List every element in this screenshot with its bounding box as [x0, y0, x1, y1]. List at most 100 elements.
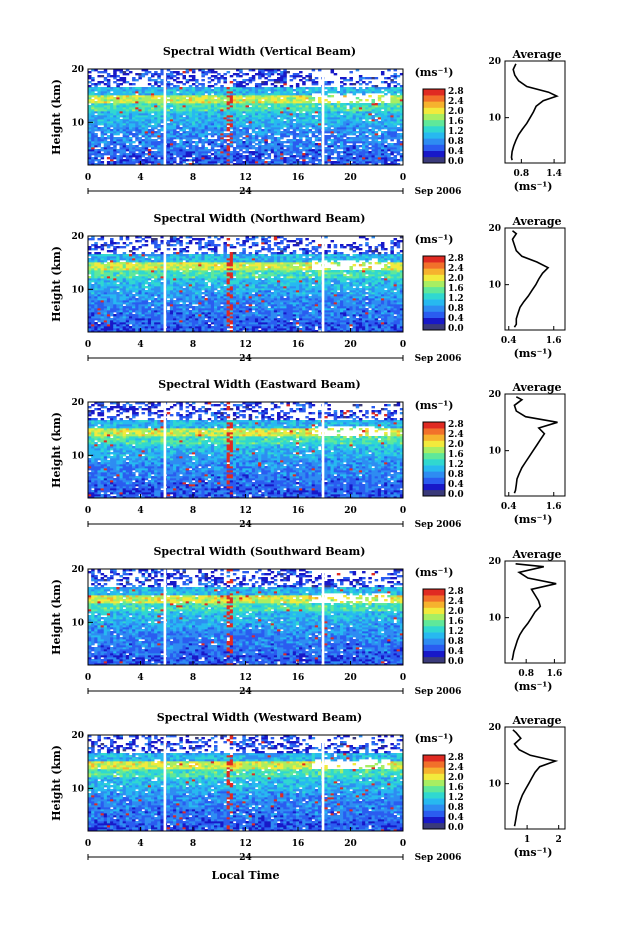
- heatmap-cell: [132, 101, 136, 103]
- heatmap-cell: [123, 107, 127, 109]
- heatmap-cell: [88, 93, 92, 95]
- heatmap-cell: [381, 123, 385, 125]
- heatmap-cell: [113, 314, 117, 316]
- heatmap-cell: [217, 137, 221, 139]
- heatmap-cell: [249, 93, 253, 95]
- heatmap-cell: [173, 105, 177, 107]
- heatmap-cell: [242, 73, 246, 75]
- heatmap-cell: [220, 123, 224, 125]
- heatmap-cell: [271, 320, 275, 322]
- heatmap-cell: [170, 139, 174, 141]
- heatmap-cell: [255, 320, 259, 322]
- heatmap-cell: [223, 97, 227, 99]
- heatmap-cell: [249, 117, 253, 119]
- heatmap-cell: [220, 93, 224, 95]
- heatmap-cell: [309, 147, 313, 149]
- heatmap-cell: [183, 121, 187, 123]
- heatmap-cell: [296, 105, 300, 107]
- heatmap-cell: [198, 131, 202, 133]
- heatmap-cell: [274, 103, 278, 105]
- heatmap-cell: [201, 131, 205, 133]
- heatmap-cell: [116, 143, 120, 145]
- heatmap-cell: [179, 157, 183, 159]
- heatmap-cell: [378, 316, 382, 318]
- heatmap-cell: [280, 123, 284, 125]
- heatmap-cell: [132, 149, 136, 151]
- heatmap-cell: [258, 310, 262, 312]
- heatmap-cell: [142, 109, 146, 111]
- heatmap-cell: [211, 157, 215, 159]
- heatmap-cell: [246, 147, 250, 149]
- heatmap-cell: [302, 83, 306, 85]
- heatmap-cell: [305, 111, 309, 113]
- heatmap-cell: [88, 81, 92, 83]
- heatmap-cell: [258, 113, 262, 115]
- heatmap-cell: [113, 129, 117, 131]
- heatmap-cell: [154, 151, 158, 153]
- heatmap-cell: [327, 157, 331, 159]
- heatmap-cell: [394, 117, 398, 119]
- heatmap-cell: [94, 127, 98, 129]
- heatmap-cell: [277, 310, 281, 312]
- heatmap-cell: [230, 109, 234, 111]
- heatmap-cell: [148, 149, 152, 151]
- heatmap-cell: [154, 123, 158, 125]
- heatmap-cell: [252, 97, 256, 99]
- heatmap-cell: [302, 77, 306, 79]
- heatmap-cell: [305, 145, 309, 147]
- heatmap-cell: [148, 155, 152, 157]
- heatmap-cell: [173, 75, 177, 77]
- heatmap-cell: [296, 83, 300, 85]
- heatmap-cell: [120, 79, 124, 81]
- heatmap-cell: [107, 113, 111, 115]
- heatmap-cell: [359, 125, 363, 127]
- heatmap-cell: [148, 77, 152, 79]
- heatmap-cell: [315, 87, 319, 89]
- heatmap-cell: [192, 125, 196, 127]
- heatmap-cell: [211, 149, 215, 151]
- heatmap-cell: [201, 95, 205, 97]
- heatmap-cell: [230, 326, 234, 328]
- heatmap-cell: [261, 111, 265, 113]
- heatmap-cell: [227, 89, 231, 91]
- heatmap-cell: [236, 99, 240, 101]
- heatmap-cell: [214, 125, 218, 127]
- heatmap-cell: [233, 318, 237, 320]
- heatmap-cell: [309, 314, 313, 316]
- heatmap-cell: [97, 145, 101, 147]
- heatmap-cell: [261, 121, 265, 123]
- heatmap-cell: [120, 322, 124, 324]
- heatmap-cell: [167, 155, 171, 157]
- heatmap-cell: [214, 133, 218, 135]
- heatmap-cell: [340, 121, 344, 123]
- heatmap-cell: [290, 109, 294, 111]
- heatmap-cell: [249, 155, 253, 157]
- heatmap-cell: [201, 115, 205, 117]
- heatmap-cell: [252, 115, 256, 117]
- heatmap-cell: [274, 99, 278, 101]
- heatmap-cell: [167, 318, 171, 320]
- heatmap-cell: [107, 101, 111, 103]
- heatmap-cell: [353, 141, 357, 143]
- heatmap-cell: [201, 159, 205, 161]
- heatmap-cell: [142, 135, 146, 137]
- heatmap: [88, 236, 403, 332]
- heatmap-cell: [286, 314, 290, 316]
- heatmap-cell: [211, 95, 215, 97]
- heatmap-cell: [97, 153, 101, 155]
- heatmap-cell: [334, 113, 338, 115]
- heatmap-cell: [359, 318, 363, 320]
- heatmap-cell: [192, 147, 196, 149]
- heatmap-cell: [315, 105, 319, 107]
- heatmap-cell: [217, 155, 221, 157]
- heatmap-cell: [349, 310, 353, 312]
- heatmap-cell: [309, 328, 313, 330]
- heatmap-cell: [274, 314, 278, 316]
- heatmap-cell: [362, 137, 366, 139]
- heatmap-cell: [223, 117, 227, 119]
- heatmap-cell: [324, 87, 328, 89]
- heatmap-cell: [356, 318, 360, 320]
- heatmap-cell: [173, 326, 177, 328]
- heatmap-cell: [170, 147, 174, 149]
- heatmap-cell: [261, 314, 265, 316]
